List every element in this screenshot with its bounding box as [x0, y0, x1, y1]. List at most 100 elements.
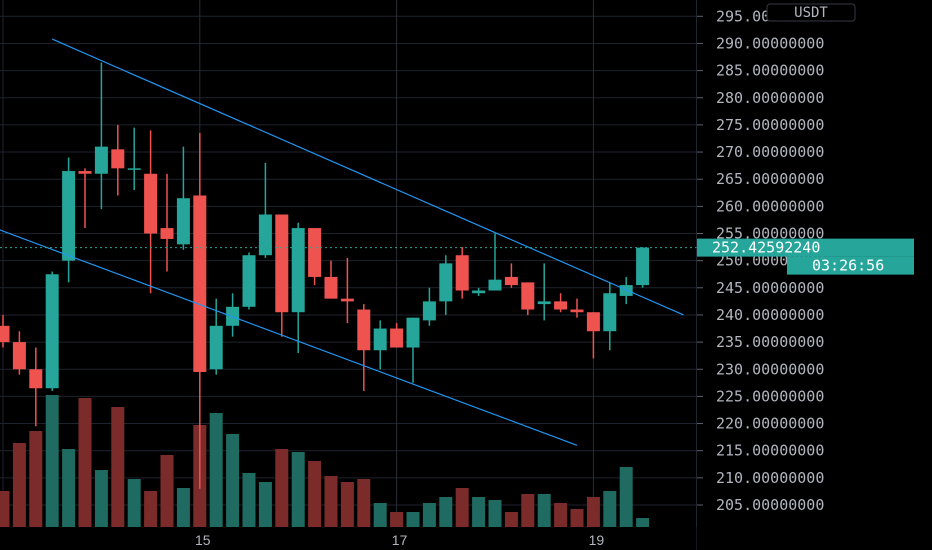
candle-body [422, 301, 436, 321]
volume-bar [94, 470, 108, 527]
volume-bar [291, 452, 305, 527]
y-tick-label: 240.00000000 [716, 306, 824, 324]
volume-bars [0, 395, 650, 527]
volume-bar [209, 413, 223, 527]
y-tick-label: 270.00000000 [716, 143, 824, 161]
volume-bar [570, 509, 584, 527]
candle-body [357, 309, 371, 351]
y-tick-label: 210.00000000 [716, 469, 824, 487]
candle-body [29, 369, 43, 389]
time-axis[interactable]: 15 17 19 [195, 532, 604, 548]
candle-body [554, 301, 568, 310]
candle-body [488, 279, 502, 291]
y-tick-label: 225.00000000 [716, 387, 824, 405]
y-tick-label: 235.00000000 [716, 333, 824, 351]
candle-body [504, 276, 518, 286]
candle-body [439, 263, 453, 302]
candle-body [537, 301, 551, 305]
volume-bar [0, 491, 10, 527]
volume-bar [406, 512, 420, 527]
countdown-badge: 03:26:56 [787, 256, 914, 275]
candle-body [78, 171, 92, 174]
candle-body [193, 195, 207, 372]
last-price-badge: 252.42592240 [697, 238, 914, 257]
candle-body [340, 298, 354, 302]
candle-body [94, 146, 108, 174]
countdown-text: 03:26:56 [812, 257, 884, 275]
volume-bar [275, 449, 289, 527]
volume-bar [111, 407, 125, 527]
candle-body [144, 173, 158, 234]
volume-bar [160, 455, 174, 527]
candle-body [373, 328, 387, 351]
volume-bar [308, 461, 322, 527]
candle-body [406, 317, 420, 348]
candle-body [586, 312, 600, 332]
volume-bar [521, 494, 535, 527]
candle-body [603, 293, 617, 332]
y-tick-label: 215.00000000 [716, 442, 824, 460]
x-tick-label: 17 [392, 532, 408, 548]
candle-body [12, 342, 26, 370]
volume-bar [226, 434, 240, 527]
price-axis-background[interactable] [697, 0, 932, 550]
y-tick-label: 255.00000000 [716, 225, 824, 243]
candles [0, 62, 650, 489]
volume-bar [144, 491, 158, 527]
trendlines[interactable] [0, 38, 684, 446]
volume-bar [258, 482, 272, 527]
volume-bar [537, 494, 551, 527]
candle-body [521, 282, 535, 310]
volume-bar [603, 491, 617, 527]
candle-body [275, 214, 289, 313]
volume-bar [45, 395, 59, 527]
candle-body [127, 168, 141, 170]
candle-body [160, 228, 174, 239]
y-tick-label: 230.00000000 [716, 360, 824, 378]
volume-bar [439, 497, 453, 527]
y-tick-label: 205.00000000 [716, 496, 824, 514]
volume-bar [586, 497, 600, 527]
candle-body [291, 228, 305, 313]
candle-body [455, 255, 469, 291]
volume-bar [176, 488, 190, 527]
y-tick-label: 245.00000000 [716, 279, 824, 297]
volume-bar [324, 476, 338, 527]
candle-body [390, 328, 404, 348]
volume-bar [554, 503, 568, 527]
candle-body [242, 255, 256, 307]
y-tick-label: 275.00000000 [716, 116, 824, 134]
volume-bar [504, 512, 518, 527]
candle-body [308, 228, 322, 277]
candle-body [176, 198, 190, 245]
x-tick-label: 19 [589, 532, 605, 548]
y-tick-label: 290.00000000 [716, 34, 824, 52]
volume-bar [29, 431, 43, 527]
candle-body [0, 325, 10, 343]
volume-bar [390, 512, 404, 527]
candle-body [324, 276, 338, 299]
volume-bar [373, 503, 387, 527]
volume-bar [472, 497, 486, 527]
volume-bar [12, 443, 26, 527]
candle-body [62, 171, 76, 261]
price-axis: 205.00000000 210.00000000 215.00000000 220.… [697, 7, 824, 514]
candle-body [570, 309, 584, 313]
candle-body [45, 274, 59, 389]
volume-bar [127, 479, 141, 527]
volume-bar [357, 479, 371, 527]
volume-bar [340, 482, 354, 527]
candle-body [636, 247, 650, 286]
volume-bar [455, 488, 469, 527]
currency-unit-label: USDT [766, 3, 856, 22]
volume-bar [619, 467, 633, 527]
volume-bar [488, 500, 502, 527]
y-tick-label: 280.00000000 [716, 89, 824, 107]
last-price-text: 252.42592240 [712, 239, 820, 257]
volume-bar [242, 473, 256, 527]
volume-bar [78, 398, 92, 527]
trendline [0, 229, 578, 446]
y-tick-label: 285.00000000 [716, 62, 824, 80]
volume-bar [636, 518, 650, 527]
